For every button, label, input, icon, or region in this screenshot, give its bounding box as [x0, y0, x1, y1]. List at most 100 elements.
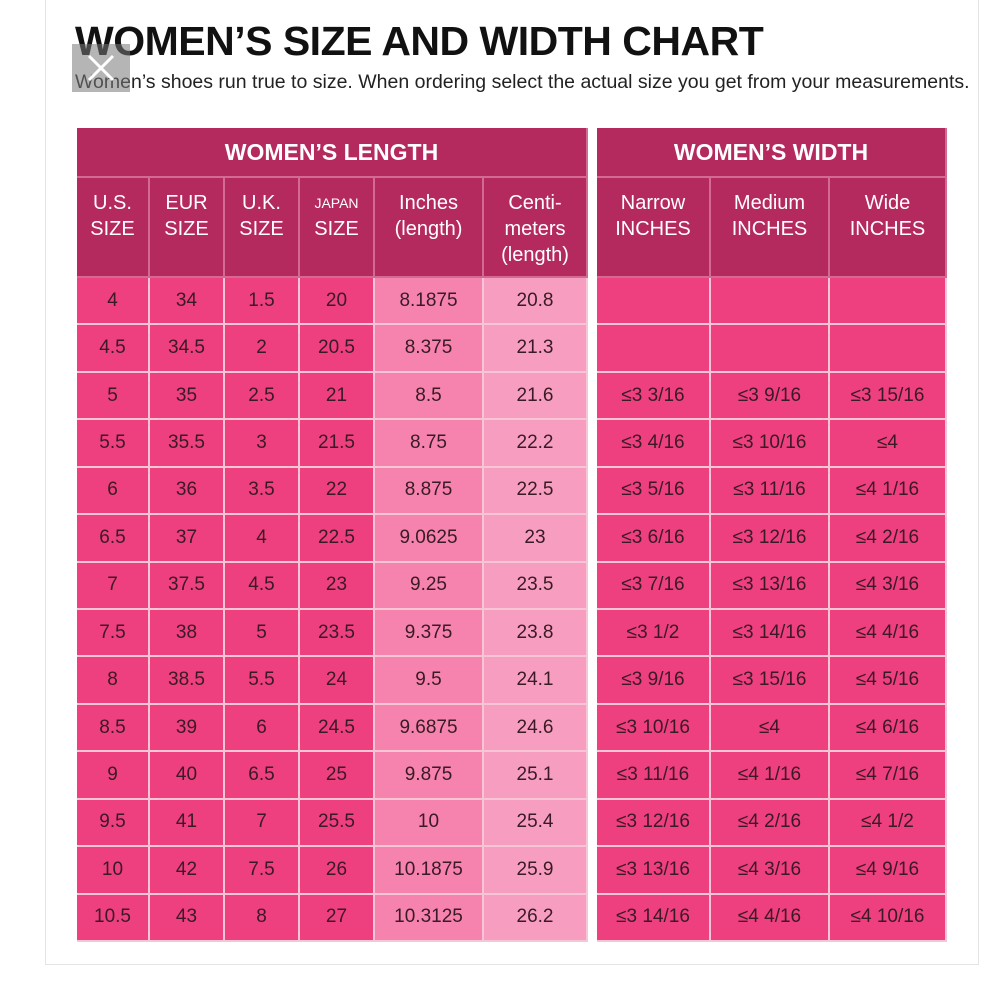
header-line: (length) — [394, 218, 463, 240]
header-line: SIZE — [314, 218, 359, 240]
table-cell: 24.1 — [484, 657, 588, 705]
table-cell: ≤3 15/16 — [711, 657, 830, 705]
table-cell: 24 — [300, 657, 375, 705]
table-cell: 5 — [225, 610, 300, 658]
close-button[interactable] — [72, 44, 130, 92]
table-cell: 10 — [77, 847, 150, 895]
column-header: Narrow INCHES — [597, 178, 711, 278]
header-line: U.S. — [93, 192, 132, 214]
table-cell: 35 — [150, 372, 225, 421]
header-line: Wide — [864, 192, 911, 214]
table-cell — [830, 278, 947, 326]
header-line: Inches — [399, 192, 458, 214]
table-cell: 5.5 — [225, 657, 300, 705]
table-cell: 7 — [77, 562, 150, 610]
table-cell: 38.5 — [150, 657, 225, 705]
table-cell: ≤4 — [830, 420, 947, 468]
table-cell: 4 — [225, 515, 300, 563]
table-cell: 38 — [150, 610, 225, 658]
table-cell: ≤3 1/2 — [597, 610, 711, 658]
table-cell: 8.5 — [77, 704, 150, 753]
table-cell: 23 — [300, 562, 375, 610]
header-line: meters — [504, 218, 566, 240]
table-cell: 10 — [375, 799, 484, 848]
table-cell: ≤4 1/16 — [711, 752, 830, 800]
table-cell: ≤3 10/16 — [711, 420, 830, 468]
header-line: INCHES — [615, 218, 691, 240]
table-cell: 20 — [300, 278, 375, 326]
table-cell: 26.2 — [484, 894, 588, 942]
table-cell: 25.1 — [484, 752, 588, 800]
column-header: Centi-meters (length) — [484, 178, 588, 278]
header-line: (length) — [501, 244, 569, 266]
table-cell: 6.5 — [225, 752, 300, 800]
table-cell: 6 — [77, 467, 150, 516]
image-frame — [45, 0, 979, 965]
table-cell: 8.5 — [375, 372, 484, 421]
table-cell: 36 — [150, 467, 225, 516]
table-cell: 3 — [225, 420, 300, 468]
table-cell: ≤3 5/16 — [597, 467, 711, 516]
header-line: JAPAN — [314, 195, 359, 211]
column-header: U.S. SIZE — [77, 178, 150, 278]
table-cell: 35.5 — [150, 420, 225, 468]
table-cell: ≤3 9/16 — [597, 657, 711, 705]
column-header: Inches (length) — [375, 178, 484, 278]
header-line: EUR — [165, 192, 208, 214]
table-cell: 22.5 — [300, 515, 375, 563]
table-cell: 1.5 — [225, 278, 300, 326]
table-cell — [711, 278, 830, 326]
table-cell: 39 — [150, 704, 225, 753]
group-header: WOMEN’S LENGTH — [77, 128, 588, 178]
table-cell: 20.8 — [484, 278, 588, 326]
column-header: Medium INCHES — [711, 178, 830, 278]
header-line: Centi- — [508, 192, 562, 214]
table-cell: 34.5 — [150, 325, 225, 373]
table-cell: 21.3 — [484, 325, 588, 373]
column-header: EUR SIZE — [150, 178, 225, 278]
table-cell: 6.5 — [77, 515, 150, 563]
table-cell: 2.5 — [225, 372, 300, 421]
table-cell: 8.375 — [375, 325, 484, 373]
table-cell: ≤3 13/16 — [711, 562, 830, 610]
table-cell: 21.5 — [300, 420, 375, 468]
table-cell: 23 — [484, 515, 588, 563]
table-cell: ≤4 9/16 — [830, 847, 947, 895]
header-line: INCHES — [731, 218, 808, 240]
table-cell: ≤4 7/16 — [830, 752, 947, 800]
group-header: WOMEN’S WIDTH — [597, 128, 947, 178]
table-cell: 23.8 — [484, 610, 588, 658]
table-cell: 9.6875 — [375, 704, 484, 753]
table-cell: ≤4 2/16 — [711, 799, 830, 848]
column-header: Wide INCHES — [830, 178, 947, 278]
table-cell: 24.5 — [300, 704, 375, 753]
table-cell: ≤3 15/16 — [830, 372, 947, 421]
table-cell: 10.3125 — [375, 894, 484, 942]
table-cell: ≤4 3/16 — [830, 562, 947, 610]
table-cell: 9.25 — [375, 562, 484, 610]
table-cell: 25.4 — [484, 799, 588, 848]
column-header: JAPAN SIZE — [300, 178, 375, 278]
table-cell: 23.5 — [300, 610, 375, 658]
table-cell: 9.375 — [375, 610, 484, 658]
table-cell: 7.5 — [225, 847, 300, 895]
table-cell: 5.5 — [77, 420, 150, 468]
table-cell: 42 — [150, 847, 225, 895]
table-cell: 25 — [300, 752, 375, 800]
table-cell: ≤4 10/16 — [830, 894, 947, 942]
table-cell: 41 — [150, 799, 225, 848]
table-cell: 8.875 — [375, 467, 484, 516]
table-cell: ≤3 6/16 — [597, 515, 711, 563]
table-cell: 9.0625 — [375, 515, 484, 563]
table-cell: 22.5 — [484, 467, 588, 516]
table-cell: ≤3 4/16 — [597, 420, 711, 468]
table-cell: 22 — [300, 467, 375, 516]
table-cell: 7 — [225, 799, 300, 848]
table-cell: ≤4 6/16 — [830, 704, 947, 753]
table-cell: ≤4 1/2 — [830, 799, 947, 848]
header-line: SIZE — [90, 218, 135, 240]
table-cell: 37 — [150, 515, 225, 563]
chart-title: WOMEN’S SIZE AND WIDTH CHART — [75, 18, 764, 64]
table-cell: 5 — [77, 372, 150, 421]
